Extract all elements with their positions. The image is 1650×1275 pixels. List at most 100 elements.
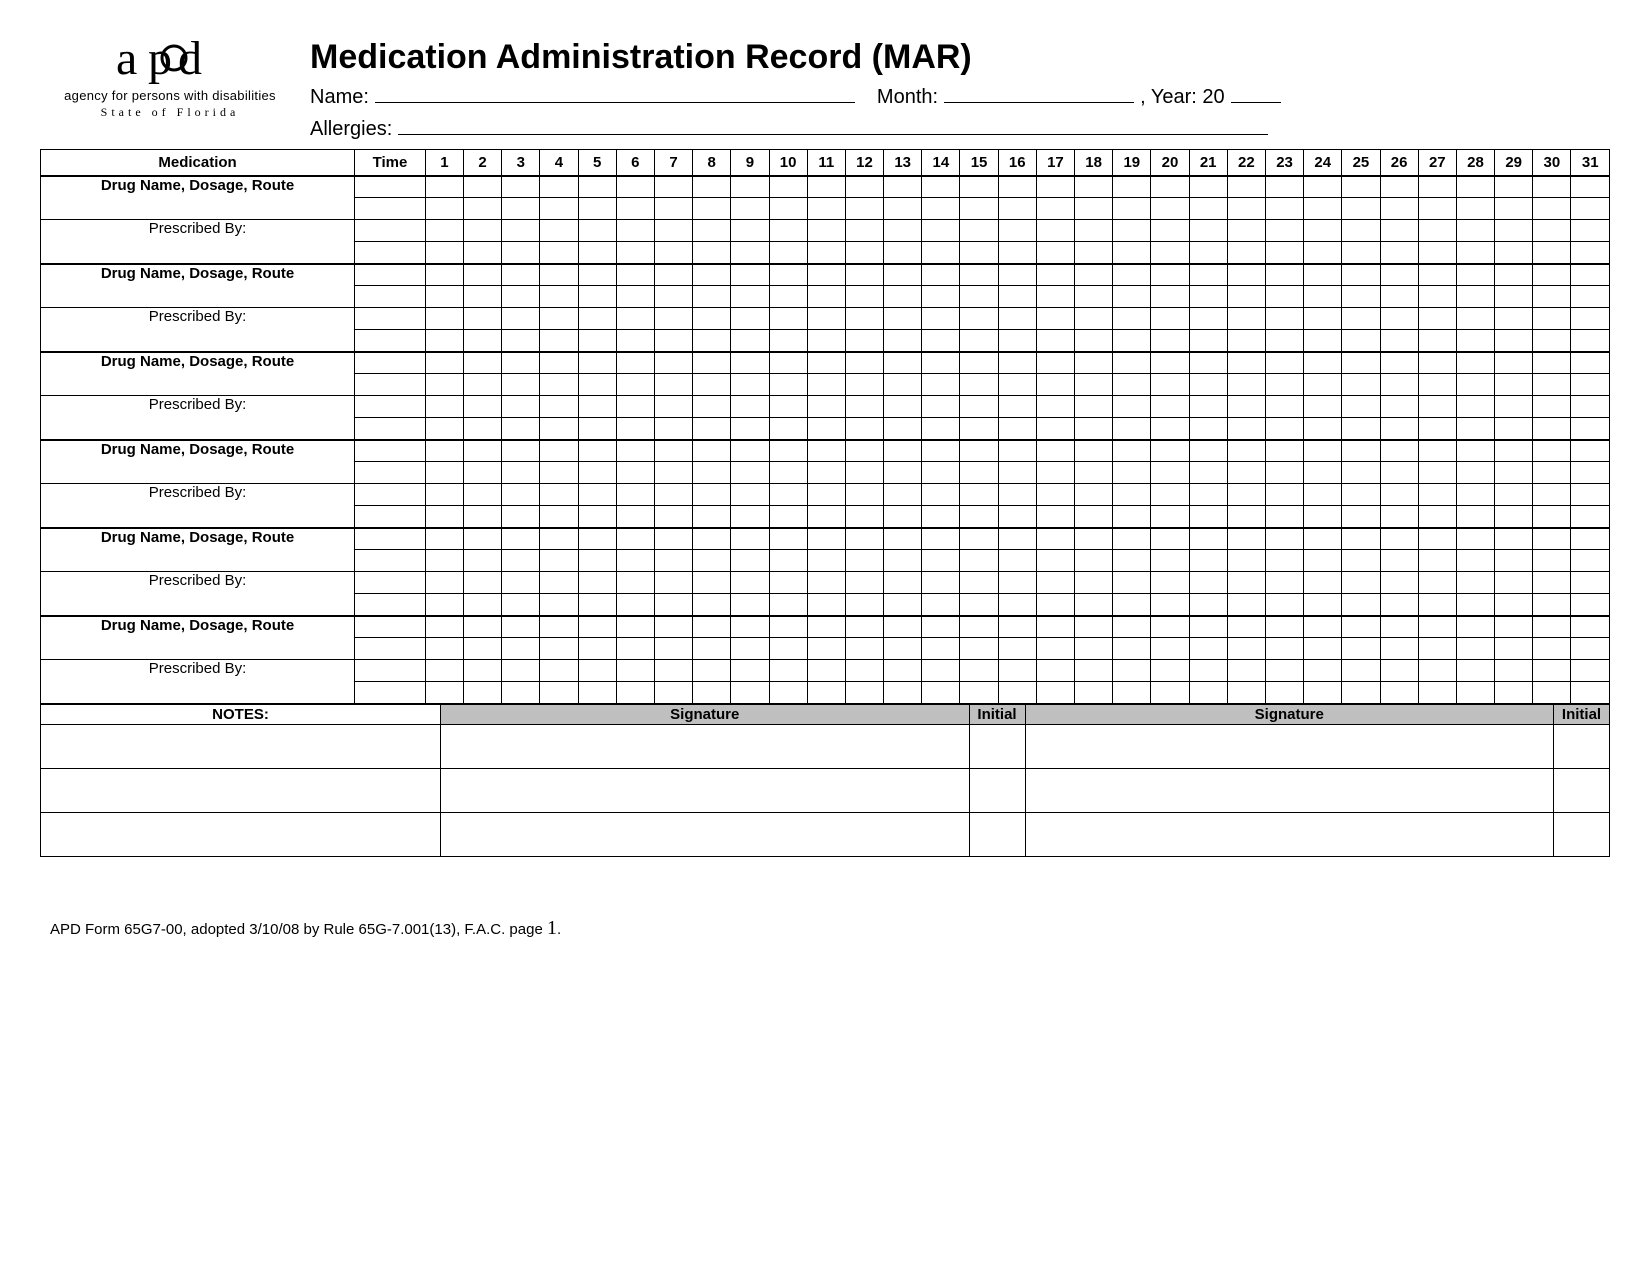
day-cell[interactable] — [464, 660, 502, 682]
day-cell[interactable] — [1304, 594, 1342, 616]
time-cell[interactable] — [355, 286, 426, 308]
day-cell[interactable] — [1075, 374, 1113, 396]
day-cell[interactable] — [1227, 198, 1265, 220]
day-cell[interactable] — [884, 242, 922, 264]
day-cell[interactable] — [693, 198, 731, 220]
day-cell[interactable] — [578, 330, 616, 352]
day-cell[interactable] — [1304, 264, 1342, 286]
day-cell[interactable] — [769, 264, 807, 286]
day-cell[interactable] — [654, 352, 692, 374]
day-cell[interactable] — [731, 220, 769, 242]
day-cell[interactable] — [960, 682, 998, 704]
day-cell[interactable] — [464, 176, 502, 198]
day-cell[interactable] — [1151, 660, 1189, 682]
day-cell[interactable] — [769, 374, 807, 396]
day-cell[interactable] — [1113, 440, 1151, 462]
day-cell[interactable] — [1189, 616, 1227, 638]
day-cell[interactable] — [616, 638, 654, 660]
day-cell[interactable] — [731, 682, 769, 704]
day-cell[interactable] — [693, 374, 731, 396]
day-cell[interactable] — [1342, 176, 1380, 198]
day-cell[interactable] — [693, 616, 731, 638]
day-cell[interactable] — [960, 506, 998, 528]
day-cell[interactable] — [1227, 506, 1265, 528]
day-cell[interactable] — [922, 418, 960, 440]
day-cell[interactable] — [464, 594, 502, 616]
day-cell[interactable] — [731, 176, 769, 198]
day-cell[interactable] — [1342, 572, 1380, 594]
day-cell[interactable] — [960, 264, 998, 286]
day-cell[interactable] — [1418, 374, 1456, 396]
day-cell[interactable] — [540, 264, 578, 286]
day-cell[interactable] — [464, 220, 502, 242]
day-cell[interactable] — [884, 286, 922, 308]
day-cell[interactable] — [1265, 616, 1303, 638]
day-cell[interactable] — [1533, 660, 1571, 682]
day-cell[interactable] — [1495, 572, 1533, 594]
day-cell[interactable] — [1075, 462, 1113, 484]
day-cell[interactable] — [922, 440, 960, 462]
day-cell[interactable] — [1533, 418, 1571, 440]
day-cell[interactable] — [1380, 506, 1418, 528]
day-cell[interactable] — [1113, 330, 1151, 352]
day-cell[interactable] — [1342, 484, 1380, 506]
day-cell[interactable] — [540, 462, 578, 484]
day-cell[interactable] — [1227, 330, 1265, 352]
day-cell[interactable] — [769, 462, 807, 484]
day-cell[interactable] — [578, 572, 616, 594]
day-cell[interactable] — [731, 198, 769, 220]
day-cell[interactable] — [1571, 440, 1610, 462]
day-cell[interactable] — [1075, 594, 1113, 616]
notes-cell[interactable] — [41, 725, 441, 769]
day-cell[interactable] — [1304, 374, 1342, 396]
day-cell[interactable] — [1227, 462, 1265, 484]
day-cell[interactable] — [425, 462, 463, 484]
day-cell[interactable] — [960, 220, 998, 242]
day-cell[interactable] — [1227, 550, 1265, 572]
day-cell[interactable] — [1418, 440, 1456, 462]
day-cell[interactable] — [1571, 462, 1610, 484]
day-cell[interactable] — [425, 198, 463, 220]
day-cell[interactable] — [425, 484, 463, 506]
day-cell[interactable] — [1075, 572, 1113, 594]
day-cell[interactable] — [731, 638, 769, 660]
day-cell[interactable] — [1533, 198, 1571, 220]
day-cell[interactable] — [616, 462, 654, 484]
day-cell[interactable] — [922, 286, 960, 308]
day-cell[interactable] — [616, 660, 654, 682]
time-cell[interactable] — [355, 198, 426, 220]
day-cell[interactable] — [425, 352, 463, 374]
day-cell[interactable] — [769, 660, 807, 682]
time-cell[interactable] — [355, 594, 426, 616]
day-cell[interactable] — [1571, 330, 1610, 352]
day-cell[interactable] — [1304, 550, 1342, 572]
day-cell[interactable] — [540, 220, 578, 242]
day-cell[interactable] — [731, 506, 769, 528]
day-cell[interactable] — [578, 462, 616, 484]
day-cell[interactable] — [654, 572, 692, 594]
day-cell[interactable] — [1075, 660, 1113, 682]
day-cell[interactable] — [1036, 176, 1074, 198]
day-cell[interactable] — [884, 528, 922, 550]
day-cell[interactable] — [1495, 286, 1533, 308]
day-cell[interactable] — [654, 418, 692, 440]
day-cell[interactable] — [693, 330, 731, 352]
day-cell[interactable] — [1265, 330, 1303, 352]
day-cell[interactable] — [769, 484, 807, 506]
day-cell[interactable] — [1189, 550, 1227, 572]
day-cell[interactable] — [464, 506, 502, 528]
day-cell[interactable] — [1380, 660, 1418, 682]
day-cell[interactable] — [693, 352, 731, 374]
day-cell[interactable] — [960, 374, 998, 396]
day-cell[interactable] — [807, 242, 845, 264]
day-cell[interactable] — [1151, 506, 1189, 528]
day-cell[interactable] — [1151, 616, 1189, 638]
day-cell[interactable] — [807, 572, 845, 594]
day-cell[interactable] — [502, 484, 540, 506]
day-cell[interactable] — [845, 198, 883, 220]
day-cell[interactable] — [1495, 308, 1533, 330]
day-cell[interactable] — [1533, 682, 1571, 704]
day-cell[interactable] — [1533, 550, 1571, 572]
day-cell[interactable] — [1456, 528, 1494, 550]
day-cell[interactable] — [1380, 308, 1418, 330]
